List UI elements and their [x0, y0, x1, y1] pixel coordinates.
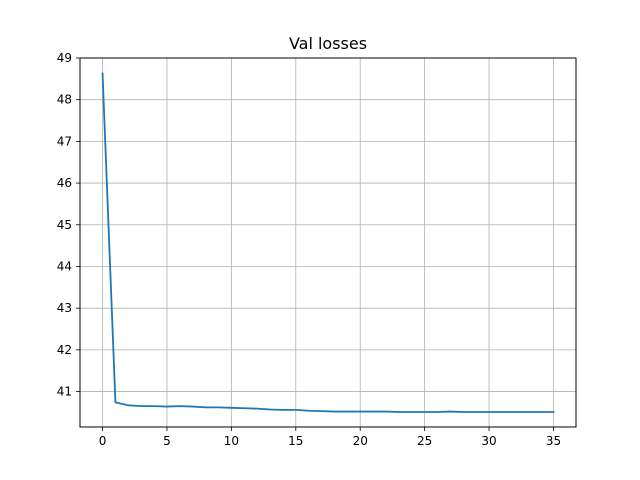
y-tick-label: 42 — [57, 343, 72, 357]
y-tick-label: 44 — [57, 259, 72, 273]
x-tick-label: 0 — [99, 434, 107, 448]
x-tick-label: 15 — [288, 434, 303, 448]
x-tick-label: 25 — [417, 434, 432, 448]
grid-lines — [80, 57, 576, 427]
chart-title: Val losses — [289, 34, 367, 53]
x-tick-label: 5 — [163, 434, 171, 448]
plot-frame — [79, 57, 577, 428]
y-tick-label: 43 — [57, 301, 72, 315]
y-tick-label: 45 — [57, 218, 72, 232]
y-tick-label: 46 — [57, 176, 72, 190]
series-line — [101, 72, 555, 413]
x-tick-label: 10 — [224, 434, 239, 448]
x-tick-label: 35 — [546, 434, 561, 448]
y-tick-label: 48 — [57, 93, 72, 107]
axes: 0 5 10 15 20 25 30 35 41 42 43 44 45 46 47 48 49 — [57, 51, 577, 448]
x-tick-label: 30 — [481, 434, 496, 448]
y-tick-label: 41 — [57, 385, 72, 399]
series-layer — [101, 72, 555, 413]
y-tick-label: 49 — [57, 51, 72, 65]
x-tick-label: 20 — [353, 434, 368, 448]
y-tick-label: 47 — [57, 134, 72, 148]
